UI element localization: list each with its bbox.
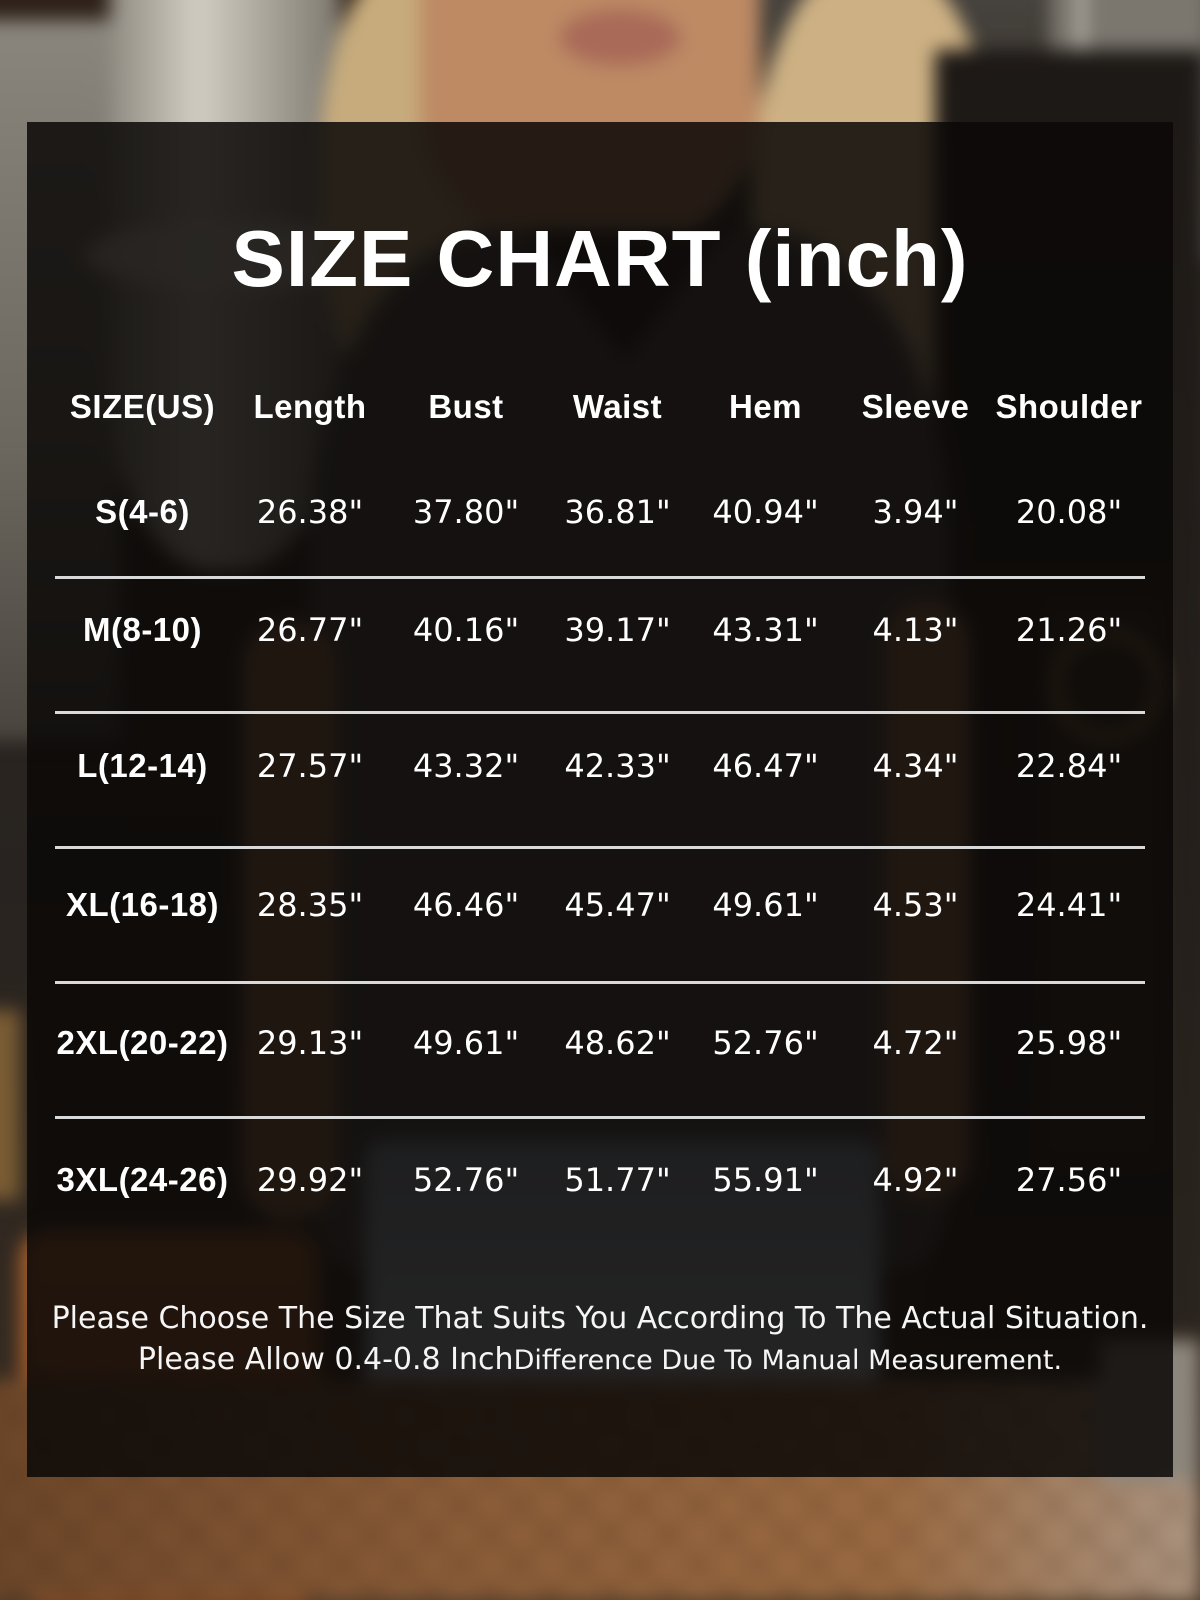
table-row: L(12-14) 27.57" 43.32" 42.33" 46.47" 4.3… [55,739,1145,793]
photo-lips [560,10,680,65]
column-header-shoulder: Shoulder [995,388,1143,425]
table-row: 3XL(24-26) 29.92" 52.76" 51.77" 55.91" 4… [55,1153,1145,1207]
size-chart-panel: SIZE CHART (inch) SIZE(US) Length Bust W… [27,122,1173,1477]
value-cell: 24.41" [1015,886,1123,924]
value-cell: 48.62" [564,1024,671,1062]
value-cell: 28.35" [256,886,364,924]
column-header-sleeve: Sleeve [861,388,970,425]
size-cell: M(8-10) [82,611,203,648]
table-row: 2XL(20-22) 29.13" 49.61" 48.62" 52.76" 4… [55,1016,1145,1070]
value-cell: 4.13" [872,611,959,649]
value-cell: 26.38" [256,493,364,531]
value-cell: 29.92" [256,1161,364,1199]
photo-picture-frame [0,1010,20,1200]
column-header-hem: Hem [728,388,803,425]
value-cell: 49.61" [712,886,819,924]
value-cell: 25.98" [1015,1024,1123,1062]
value-cell: 40.94" [712,493,819,531]
value-cell: 43.32" [412,747,520,785]
value-cell: 36.81" [564,493,671,531]
value-cell: 43.31" [712,611,819,649]
table-header-row: SIZE(US) Length Bust Waist Hem Sleeve Sh… [55,380,1145,434]
value-cell: 46.47" [712,747,819,785]
value-cell: 46.46" [412,886,520,924]
column-header-length: Length [253,388,367,425]
table-row: XL(16-18) 28.35" 46.46" 45.47" 49.61" 4.… [55,878,1145,932]
size-cell: XL(16-18) [65,886,220,923]
row-divider [55,981,1145,984]
size-cell: 3XL(24-26) [56,1161,229,1198]
footer-note-line2-rest: Difference Due To Manual Measurement. [513,1345,1063,1376]
value-cell: 27.56" [1015,1161,1123,1199]
size-cell: S(4-6) [95,493,190,530]
value-cell: 4.92" [872,1161,959,1199]
chart-title: SIZE CHART (inch) [231,214,969,303]
value-cell: 51.77" [564,1161,671,1199]
value-cell: 37.80" [412,493,520,531]
value-cell: 29.13" [256,1024,364,1062]
value-cell: 55.91" [712,1161,819,1199]
footer-note-line2: Please Allow 0.4-0.8 Inch Difference Due… [27,1342,1173,1380]
value-cell: 4.53" [872,886,959,924]
column-header-size: SIZE(US) [69,388,216,425]
value-cell: 45.47" [564,886,671,924]
table-row: M(8-10) 26.77" 40.16" 39.17" 43.31" 4.13… [55,603,1145,657]
value-cell: 49.61" [412,1024,520,1062]
row-divider [55,846,1145,849]
footer-note-line1: Please Choose The Size That Suits You Ac… [51,1300,1149,1336]
value-cell: 42.33" [564,747,671,785]
column-header-waist: Waist [572,388,663,425]
value-cell: 4.72" [872,1024,959,1062]
size-cell: L(12-14) [77,747,208,784]
value-cell: 39.17" [564,611,671,649]
footer-note-line2-emphasis: Please Allow 0.4-0.8 Inch [137,1342,514,1377]
value-cell: 52.76" [712,1024,819,1062]
value-cell: 4.34" [872,747,959,785]
value-cell: 27.57" [256,747,364,785]
value-cell: 22.84" [1015,747,1123,785]
value-cell: 52.76" [412,1161,520,1199]
value-cell: 40.16" [412,611,520,649]
table-row: S(4-6) 26.38" 37.80" 36.81" 40.94" 3.94"… [55,485,1145,539]
value-cell: 20.08" [1015,493,1123,531]
value-cell: 26.77" [256,611,364,649]
row-divider [55,1116,1145,1119]
value-cell: 21.26" [1015,611,1123,649]
row-divider [55,576,1145,579]
column-header-bust: Bust [428,388,504,425]
value-cell: 3.94" [872,493,959,531]
size-cell: 2XL(20-22) [56,1024,229,1061]
row-divider [55,711,1145,714]
